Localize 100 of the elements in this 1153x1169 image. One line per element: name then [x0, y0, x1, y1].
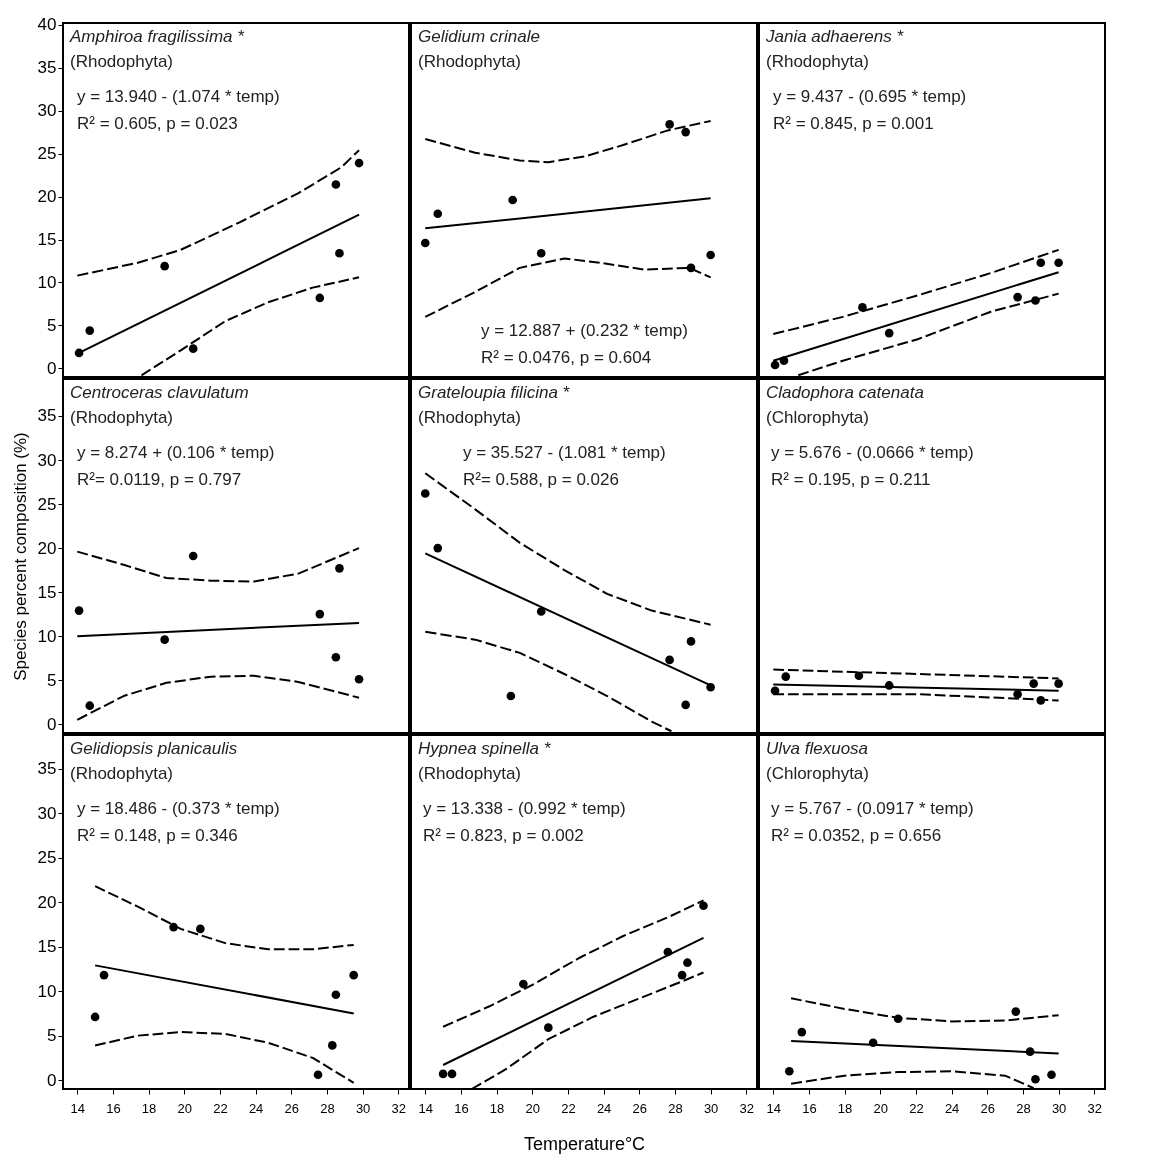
annotation: Ulva flexuosa	[766, 739, 869, 758]
point	[315, 293, 325, 303]
point	[188, 344, 198, 353]
annotation: y = 13.338 - (0.992 * temp)	[423, 799, 626, 818]
y-tick-label: 5	[47, 315, 57, 335]
point	[797, 1027, 807, 1037]
point	[313, 1070, 323, 1080]
annotation: y = 12.887 + (0.232 * temp)	[481, 321, 688, 340]
annotation: R² = 0.0352, p = 0.656	[771, 826, 942, 845]
x-tick-label: 28	[1016, 1100, 1031, 1116]
annotation: (Rhodophyta)	[766, 52, 870, 71]
y-tick-label: 35	[37, 759, 57, 779]
point	[331, 180, 341, 189]
point	[85, 701, 95, 711]
y-tick-label: 15	[37, 230, 57, 250]
annotation: Amphiroa fragilissima *	[69, 27, 246, 46]
annotation: y = 5.676 - (0.0666 * temp)	[771, 443, 974, 462]
y-tick-label: 5	[47, 1026, 57, 1046]
x-tick-label: 28	[668, 1100, 683, 1116]
point	[420, 489, 430, 498]
point	[681, 700, 690, 710]
annotation: Gelidiopsis planicaulis	[70, 739, 238, 758]
x-tick-label: 18	[837, 1100, 853, 1116]
point	[1054, 258, 1063, 268]
point	[196, 924, 205, 934]
line-series	[94, 1031, 355, 1084]
point	[433, 209, 443, 219]
point	[884, 328, 894, 338]
annotation: R² = 0.845, p = 0.001	[773, 114, 934, 133]
y-tick-label: 0	[47, 1070, 57, 1090]
point	[420, 238, 430, 248]
y-tick-label: 15	[37, 937, 57, 957]
point	[665, 120, 674, 129]
point	[188, 551, 198, 561]
annotation: R² = 0.195, p = 0.211	[771, 470, 931, 489]
y-tick-label: 10	[37, 272, 57, 292]
point	[508, 195, 517, 205]
point	[99, 970, 109, 980]
line-series	[76, 149, 361, 277]
x-tick-label: 24	[248, 1100, 264, 1116]
x-tick-label: 18	[141, 1100, 157, 1116]
point	[544, 1023, 553, 1032]
annotation: Jania adhaerens *	[765, 27, 905, 46]
annotation: R² = 0.605, p = 0.023	[77, 114, 238, 133]
point	[1047, 1070, 1056, 1080]
point	[536, 607, 546, 616]
y-tick-label: 25	[37, 144, 57, 164]
annotation: Cladophora catenata	[766, 383, 924, 402]
point	[331, 652, 341, 662]
x-tick-label: 16	[454, 1100, 469, 1116]
x-tick-label: 14	[70, 1100, 85, 1116]
annotation: R² = 0.148, p = 0.346	[77, 826, 238, 845]
point	[1013, 292, 1022, 302]
y-tick-label: 30	[37, 803, 57, 823]
line-series	[76, 674, 361, 721]
annotation: y = 9.437 - (0.695 * temp)	[773, 87, 967, 106]
point	[335, 564, 344, 573]
point	[354, 674, 364, 684]
point	[349, 970, 359, 980]
line-series	[94, 885, 355, 951]
x-tick-label: 22	[213, 1100, 228, 1116]
y-tick-label: 20	[37, 187, 57, 207]
annotation: (Rhodophyta)	[70, 764, 174, 783]
point	[315, 609, 325, 619]
y-axis-title: Species percent composition (%)	[10, 432, 30, 681]
point	[85, 326, 95, 335]
x-tick-label: 20	[873, 1100, 889, 1116]
x-tick-label: 32	[739, 1100, 755, 1116]
point	[1029, 679, 1038, 689]
point	[781, 672, 791, 681]
annotation: Centroceras clavulatum	[70, 383, 249, 402]
point	[519, 979, 528, 989]
point	[1013, 689, 1022, 699]
point	[536, 248, 546, 258]
point	[1031, 1074, 1040, 1084]
point	[354, 158, 364, 168]
annotation: Grateloupia filicina *	[418, 383, 571, 402]
point	[681, 127, 690, 137]
annotation: (Rhodophyta)	[70, 408, 174, 427]
annotation: R²= 0.0119, p = 0.797	[77, 470, 242, 489]
point	[854, 671, 864, 681]
x-tick-label: 32	[391, 1100, 407, 1116]
point	[1011, 1007, 1021, 1016]
annotation: y = 8.274 + (0.106 * temp)	[77, 443, 275, 462]
point	[784, 1066, 794, 1076]
annotation: Gelidium crinale	[418, 27, 540, 46]
y-tick-label: 30	[37, 101, 57, 121]
annotation: (Rhodophyta)	[418, 52, 522, 71]
annotation: y = 5.767 - (0.0917 * temp)	[771, 799, 974, 818]
annotation: y = 18.486 - (0.373 * temp)	[77, 799, 280, 818]
point	[160, 635, 169, 644]
x-tick-label: 30	[355, 1100, 371, 1116]
x-tick-label: 16	[106, 1100, 121, 1116]
x-tick-label: 26	[632, 1100, 648, 1116]
y-tick-label: 35	[37, 406, 57, 426]
y-tick-label: 20	[37, 538, 57, 558]
annotation: R²= 0.588, p = 0.026	[463, 470, 619, 489]
x-tick-label: 14	[766, 1100, 781, 1116]
y-tick-label: 10	[37, 626, 57, 646]
point	[706, 250, 715, 260]
